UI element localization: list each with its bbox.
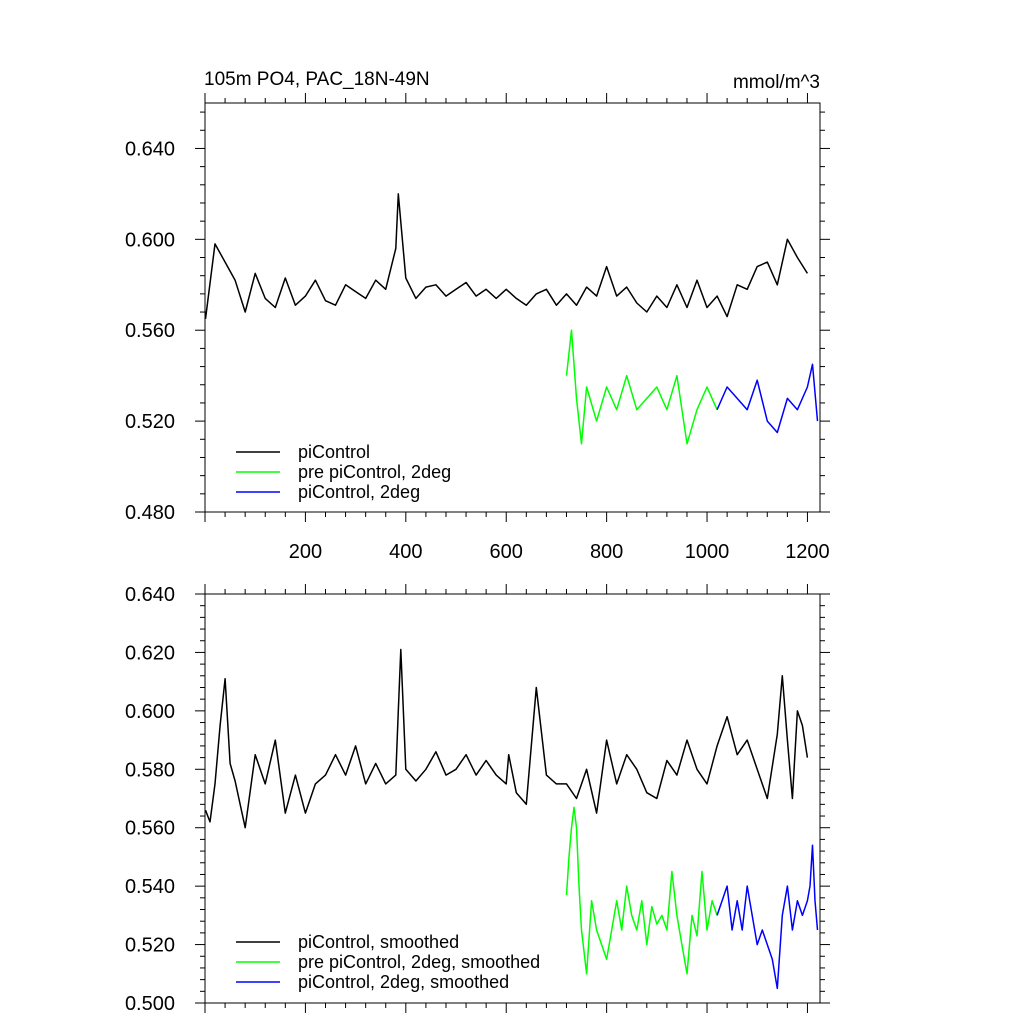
y-tick-label: 0.480	[125, 502, 175, 524]
y-tick-label: 0.520	[125, 411, 175, 433]
legend-label: piControl, smoothed	[298, 932, 459, 952]
x-tick-label: 1200	[785, 541, 830, 563]
bottom-panel: 0.500 0.520 0.540 0.560 0.580 0.600 0.620 0.640…	[125, 584, 830, 1015]
legend-label: pre piControl, 2deg	[298, 462, 451, 482]
y-tick-label: 0.600	[125, 701, 175, 723]
y-tick-label: 0.580	[125, 759, 175, 781]
series-line-2	[716, 844, 819, 990]
y-tick-label: 0.620	[125, 642, 175, 664]
legend-label: pre piControl, 2deg, smoothed	[298, 952, 540, 972]
y-tick-label: 0.500	[125, 993, 175, 1015]
series-line-1	[565, 806, 718, 975]
plot-frame	[204, 593, 821, 1004]
x-tick-label: 400	[389, 541, 422, 563]
chart-title: 105m PO4, PAC_18N-49N	[204, 69, 430, 90]
y-tick-label: 0.520	[125, 935, 175, 957]
x-tick-label: 200	[289, 541, 322, 563]
plot-frame	[204, 102, 821, 513]
y-tick-label: 0.560	[125, 818, 175, 840]
legend-label: piControl, 2deg	[298, 482, 420, 502]
x-tick-label: 800	[590, 541, 623, 563]
legend-label: piControl	[298, 442, 370, 462]
series-line-0	[204, 193, 809, 319]
series-line-2	[716, 363, 819, 434]
series-line-0	[204, 648, 809, 829]
y-tick-label: 0.640	[125, 584, 175, 606]
y-tick-label: 0.560	[125, 320, 175, 342]
legend-label: piControl, 2deg, smoothed	[298, 972, 509, 992]
units-label: mmol/m^3	[733, 72, 820, 93]
y-tick-label: 0.640	[125, 138, 175, 160]
series-line-1	[565, 329, 718, 445]
y-tick-label: 0.540	[125, 876, 175, 898]
x-tick-label: 1000	[685, 541, 730, 563]
x-tick-label: 600	[490, 541, 523, 563]
top-panel: 200 400 600 800 1000 1200 0.480 0.520 0.560 0.600…	[125, 93, 830, 563]
y-tick-label: 0.600	[125, 229, 175, 251]
